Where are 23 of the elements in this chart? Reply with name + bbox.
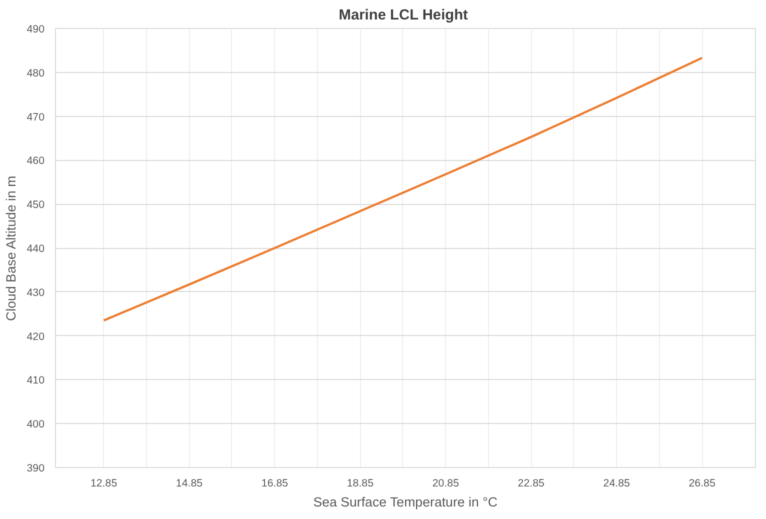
y-tick-label: 460 — [26, 155, 45, 168]
y-tick-label: 450 — [26, 199, 45, 212]
x-tick-label: 24.85 — [603, 478, 630, 490]
x-tick-label: 12.85 — [90, 478, 118, 490]
y-tick-label: 490 — [26, 24, 45, 36]
y-tick-label: 470 — [26, 111, 45, 124]
x-tick-label: 18.85 — [346, 478, 374, 490]
x-tick-label: 16.85 — [261, 478, 288, 490]
y-tick-label: 420 — [26, 330, 45, 343]
y-tick-label: 410 — [26, 374, 45, 387]
x-axis-title: Sea Surface Temperature in °C — [313, 494, 498, 510]
y-axis-title: Cloud Base Altitude in m — [4, 176, 19, 321]
y-tick-label: 430 — [26, 286, 45, 299]
line-series — [102, 56, 704, 322]
y-tick-label: 440 — [26, 243, 45, 255]
y-tick-label: 400 — [26, 418, 45, 431]
x-tick-label: 26.85 — [688, 478, 716, 490]
x-tick-label: 20.85 — [432, 478, 460, 490]
x-tick-label: 22.85 — [518, 478, 545, 490]
x-tick-label: 14.85 — [176, 478, 203, 490]
chart-title: Marine LCL Height — [338, 8, 468, 24]
y-tick-label: 390 — [26, 462, 45, 474]
y-tick-label: 480 — [26, 67, 45, 80]
